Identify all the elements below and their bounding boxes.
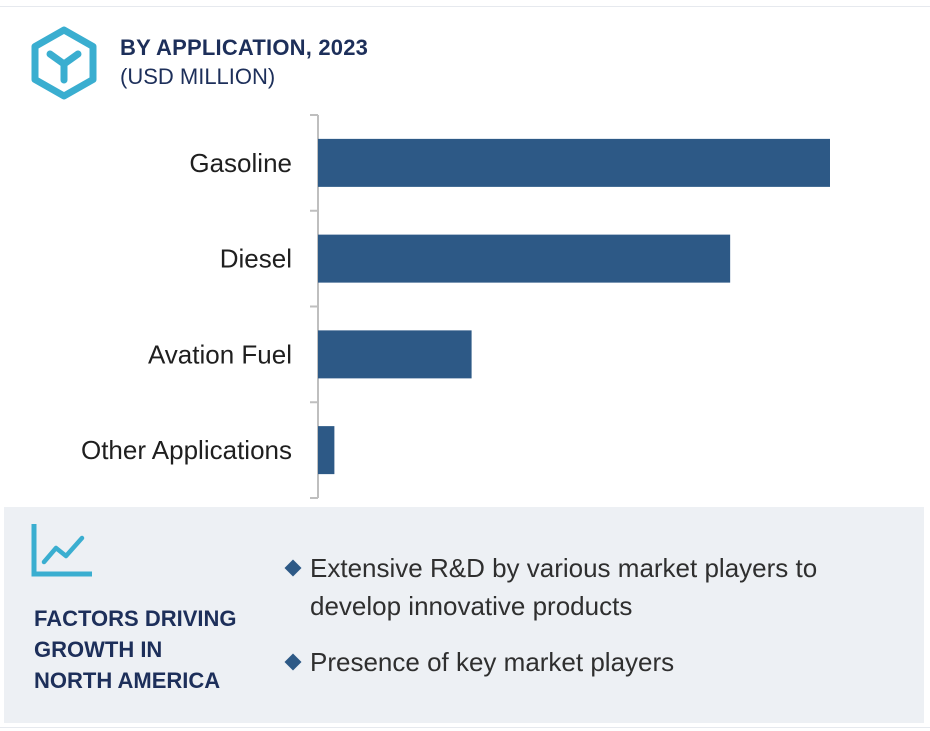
hexagon-y-logo-icon [31,26,97,100]
diamond-bullet-icon [284,653,302,671]
factor-bullet-text: Presence of key market players [310,647,675,677]
application-bar-chart: Gasoline Diesel Avation Fuel Other Applicat… [81,114,830,499]
bar-diesel [318,234,731,283]
bar-gasoline [318,138,830,187]
category-label: Other Applications [81,435,292,465]
diamond-bullet-icon [284,559,302,577]
factors-bullet-list: Extensive R&D by various market players … [284,549,904,699]
factors-title: FACTORS DRIVING GROWTH IN NORTH AMERICA [34,603,264,696]
factors-title-line: NORTH AMERICA [34,668,221,693]
factors-title-line: FACTORS DRIVING [34,606,237,631]
bar-avation-fuel [318,330,472,379]
factors-panel: FACTORS DRIVING GROWTH IN NORTH AMERICA … [4,507,924,723]
bottom-divider [0,727,930,728]
trend-line-chart-icon [31,524,92,577]
bar-other-applications [318,426,335,475]
factor-bullet: Presence of key market players [284,643,904,681]
factor-bullet-text: Extensive R&D by various market players … [310,553,818,621]
factors-title-line: GROWTH IN [34,637,163,662]
chart-subtitle: (USD MILLION) [120,64,276,89]
chart-title: BY APPLICATION, 2023 [120,35,369,60]
factor-bullet: Extensive R&D by various market players … [284,549,904,625]
category-label: Avation Fuel [148,339,292,369]
category-label: Gasoline [189,148,292,178]
top-divider [0,6,930,7]
category-label: Diesel [220,244,292,274]
